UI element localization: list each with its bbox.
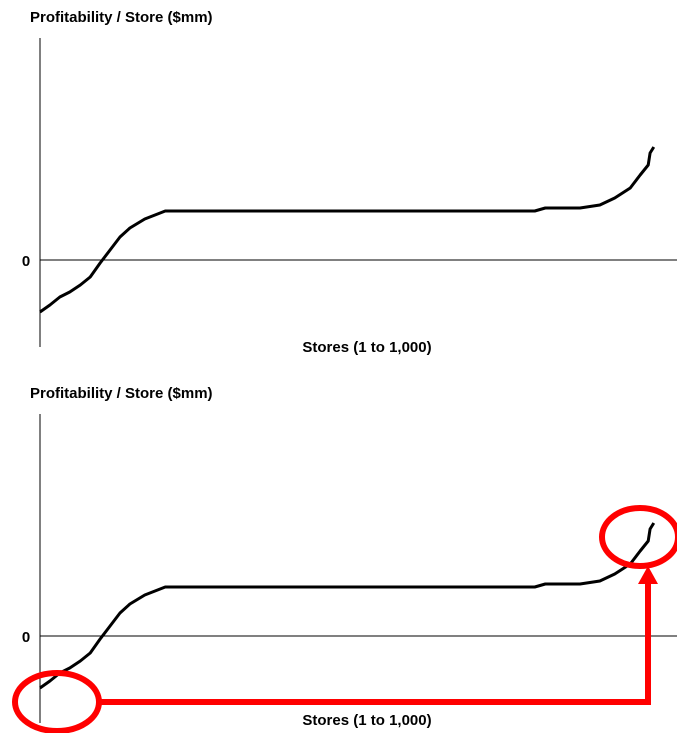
chart-title: Profitability / Store ($mm) xyxy=(30,385,213,402)
annotation xyxy=(12,505,677,733)
arrow-line xyxy=(99,582,651,705)
highlight-ellipse xyxy=(599,505,677,569)
arrow-head xyxy=(638,566,658,584)
data-line xyxy=(39,522,656,690)
y-tick-label: 0 xyxy=(22,253,30,270)
data-line xyxy=(39,146,656,314)
x-axis-label: Stores (1 to 1,000) xyxy=(302,712,431,729)
x-axis-label: Stores (1 to 1,000) xyxy=(302,339,431,356)
highlight-ellipse xyxy=(12,670,102,733)
chart-title: Profitability / Store ($mm) xyxy=(30,9,213,26)
y-tick-label: 0 xyxy=(22,629,30,646)
